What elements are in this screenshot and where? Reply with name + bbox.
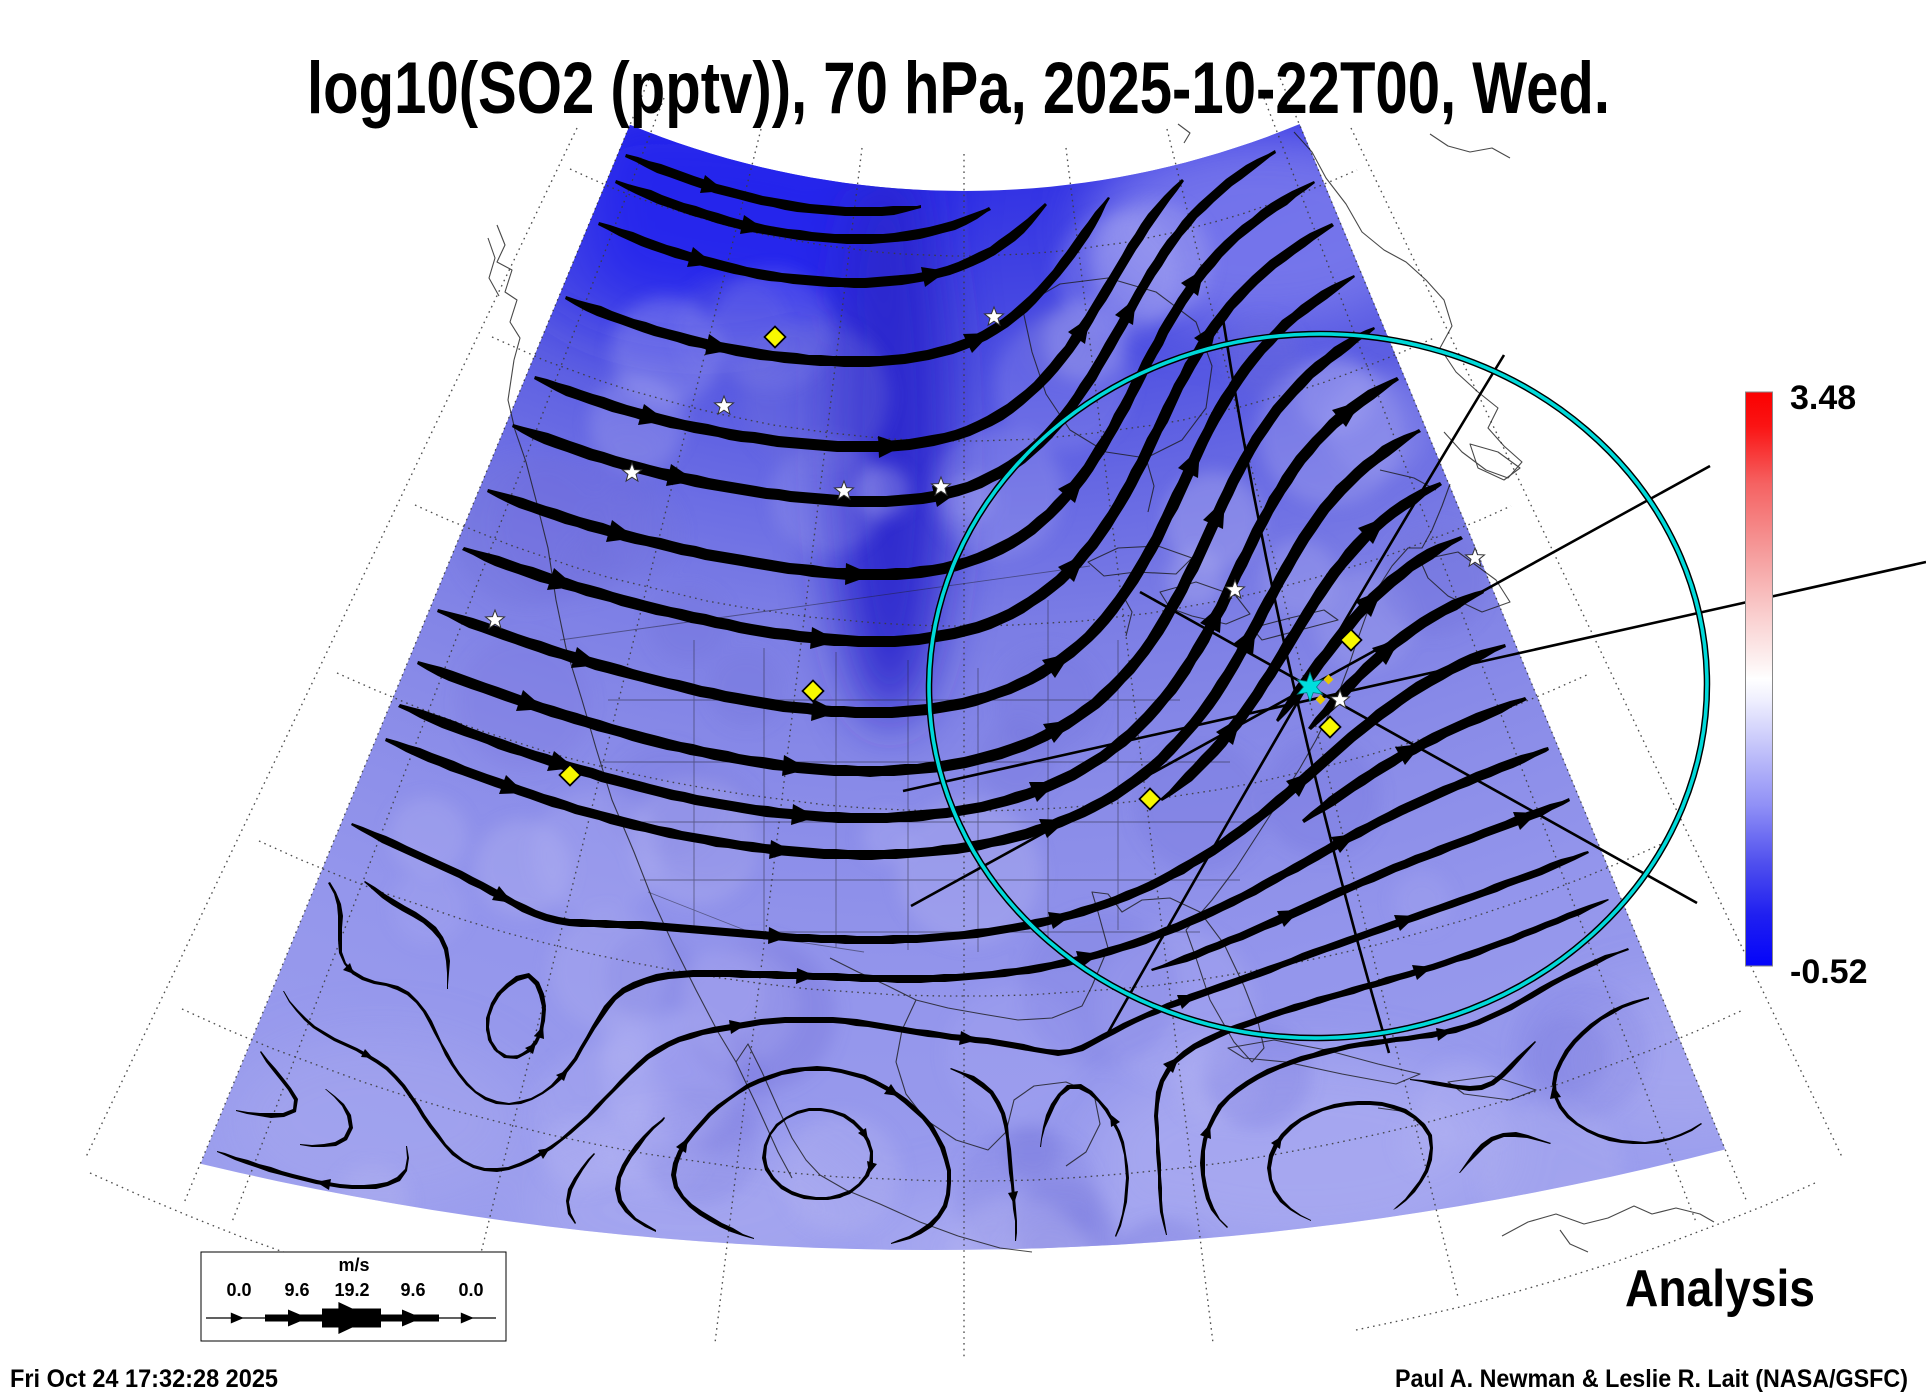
svg-text:Analysis: Analysis (1625, 1260, 1815, 1318)
svg-text:-0.52: -0.52 (1790, 953, 1868, 991)
svg-text:19.2: 19.2 (334, 1280, 369, 1300)
svg-text:log10(SO2 (pptv)), 70 hPa, 202: log10(SO2 (pptv)), 70 hPa, 2025-10-22T00… (307, 48, 1610, 129)
svg-text:0.0: 0.0 (226, 1280, 251, 1300)
svg-text:9.6: 9.6 (400, 1280, 425, 1300)
svg-text:m/s: m/s (338, 1255, 369, 1275)
svg-text:3.48: 3.48 (1790, 379, 1856, 417)
svg-text:Fri Oct 24 17:32:28 2025: Fri Oct 24 17:32:28 2025 (10, 1365, 278, 1393)
svg-text:9.6: 9.6 (284, 1280, 309, 1300)
svg-text:0.0: 0.0 (458, 1280, 483, 1300)
svg-text:Paul A. Newman & Leslie R. Lai: Paul A. Newman & Leslie R. Lait (NASA/GS… (1395, 1365, 1908, 1393)
